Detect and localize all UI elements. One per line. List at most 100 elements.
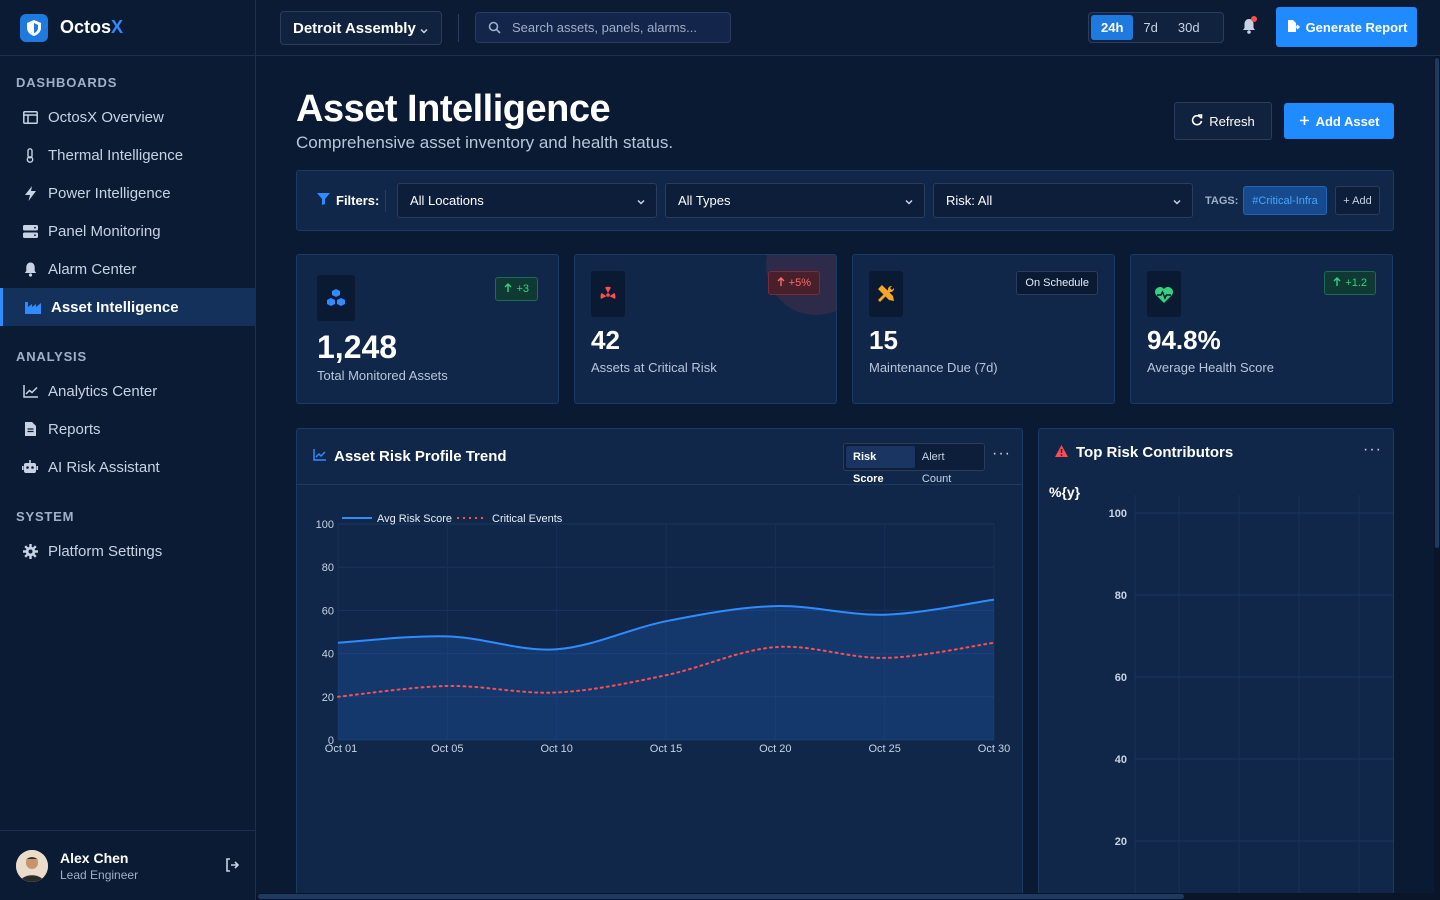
risk-filter-select[interactable]: Risk: All	[933, 183, 1193, 218]
tags-label: TAGS:	[1205, 195, 1239, 207]
y-tick-label: 40	[322, 649, 334, 661]
sidebar-item-power-intelligence[interactable]: Power Intelligence	[0, 174, 255, 212]
sidebar-item-label: Asset Intelligence	[51, 298, 179, 316]
legend-item: Avg Risk Score	[342, 513, 452, 525]
chevron-down-icon	[419, 23, 429, 40]
sidebar-item-platform-settings[interactable]: Platform Settings	[0, 532, 255, 570]
nav-heading: SYSTEM	[16, 509, 75, 524]
file-icon	[22, 421, 38, 437]
y-tick-label: 100	[316, 519, 334, 531]
series-area-avg-risk-score	[338, 599, 994, 740]
kpi-label: Total Monitored Assets	[317, 368, 448, 383]
avatar[interactable]	[16, 849, 48, 882]
industry-icon	[25, 299, 41, 315]
plus-icon	[1299, 114, 1310, 129]
cubes-icon	[317, 275, 355, 321]
radiation-icon	[591, 271, 625, 317]
risk-trend-chart: 0 20 40 60 80 100 Oct 01 Oct 05 Oct 10 Oct 15 Oct …	[316, 513, 1011, 755]
trend-badge: +3	[495, 277, 538, 301]
site-select[interactable]: Detroit Assembly	[280, 11, 442, 45]
kpi-value: 94.8%	[1147, 325, 1221, 355]
range-30d[interactable]: 30d	[1177, 20, 1200, 35]
y-tick-label: 0	[328, 735, 334, 747]
divider	[385, 190, 386, 212]
filters-bar: Filters: All Locations All Types Risk: A…	[296, 170, 1394, 231]
sidebar-item-alarm-center[interactable]: Alarm Center	[0, 250, 255, 288]
sidebar-item-label: Reports	[48, 420, 101, 438]
kpi-card-total-monitored-assets[interactable]: +3 1,248 Total Monitored Assets	[296, 254, 559, 404]
sidebar-item-octosx-overview[interactable]: OctosX Overview	[0, 98, 255, 136]
tab-risk-score[interactable]: Risk Score	[846, 446, 915, 485]
risk-contributors-chart: 20 40 60 80 100 %{y}	[1049, 484, 1393, 900]
refresh-button[interactable]: Refresh	[1174, 102, 1272, 140]
file-export-icon	[1286, 19, 1300, 36]
sidebar-item-ai-risk-assistant[interactable]: AI Risk Assistant	[0, 448, 255, 486]
warning-icon	[1055, 444, 1068, 461]
robot-icon	[22, 459, 38, 475]
refresh-label: Refresh	[1209, 113, 1255, 129]
add-asset-button[interactable]: Add Asset	[1284, 103, 1394, 139]
horizontal-scrollbar[interactable]	[256, 893, 1440, 900]
arrow-up-icon	[777, 277, 785, 289]
kpi-value: 42	[591, 325, 620, 355]
sidebar-item-label: Panel Monitoring	[48, 222, 161, 240]
kpi-card-average-health-score[interactable]: +1.2 94.8% Average Health Score	[1130, 254, 1393, 404]
range-24h[interactable]: 24h	[1091, 15, 1134, 40]
panel-title: Asset Risk Profile Trend	[313, 448, 507, 465]
nav-heading: DASHBOARDS	[16, 75, 118, 90]
line-chart-icon	[313, 448, 326, 465]
sidebar-item-label: Platform Settings	[48, 542, 163, 560]
brand[interactable]: OctosX	[0, 0, 255, 56]
site-select-value: Detroit Assembly	[293, 19, 416, 37]
add-tag-button[interactable]: + Add	[1335, 186, 1380, 215]
sidebar-item-label: Analytics Center	[48, 382, 158, 400]
x-tick-label: Oct 01	[325, 743, 357, 755]
vertical-scrollbar[interactable]	[1434, 56, 1440, 893]
x-tick-label: Oct 30	[978, 743, 1010, 755]
search-input[interactable]: Search assets, panels, alarms...	[475, 12, 731, 43]
sidebar-item-thermal-intelligence[interactable]: Thermal Intelligence	[0, 136, 255, 174]
filters-label: Filters:	[317, 193, 379, 208]
sidebar-item-panel-monitoring[interactable]: Panel Monitoring	[0, 212, 255, 250]
x-tick-label: Oct 10	[540, 743, 572, 755]
y-tick-label: 20	[1115, 836, 1127, 848]
y-tick-label: 80	[322, 562, 334, 574]
topbar: Detroit Assembly Search assets, panels, …	[256, 0, 1440, 56]
kpi-card-maintenance-due-7d[interactable]: On Schedule 15 Maintenance Due (7d)	[852, 254, 1115, 404]
sidebar: OctosX DASHBOARDS OctosX Overview Thermal …	[0, 0, 256, 900]
location-filter-select[interactable]: All Locations	[397, 183, 657, 218]
sidebar-item-analytics-center[interactable]: Analytics Center	[0, 372, 255, 410]
x-tick-label: Oct 05	[431, 743, 463, 755]
chevron-down-icon	[636, 195, 646, 210]
user-role: Lead Engineer	[60, 867, 139, 882]
logout-icon[interactable]	[225, 858, 240, 877]
kpi-label: Assets at Critical Risk	[591, 360, 717, 375]
sidebar-item-label: AI Risk Assistant	[48, 458, 160, 476]
generate-report-button[interactable]: Generate Report	[1276, 7, 1417, 47]
panel-title: Top Risk Contributors	[1055, 444, 1233, 461]
arrow-up-icon	[504, 283, 512, 295]
search-placeholder: Search assets, panels, alarms...	[512, 20, 697, 35]
tab-alert-count[interactable]: Alert Count	[921, 451, 952, 485]
x-tick-label: Oct 25	[868, 743, 900, 755]
top-risk-contributors-panel: Top Risk Contributors ··· 20 40 60 80 100 %{y…	[1038, 428, 1394, 900]
more-options-icon[interactable]: ···	[1363, 441, 1382, 458]
nav-heading: ANALYSIS	[16, 349, 87, 364]
tag-chip[interactable]: #Critical-Infra	[1243, 186, 1327, 215]
kpi-card-assets-at-critical-risk[interactable]: +5% 42 Assets at Critical Risk	[574, 254, 837, 404]
y-tick-label: 40	[1115, 754, 1127, 766]
sidebar-item-asset-intelligence[interactable]: Asset Intelligence	[0, 288, 255, 326]
shield-logo-icon	[20, 13, 48, 42]
range-7d[interactable]: 7d	[1143, 20, 1158, 35]
generate-report-label: Generate Report	[1305, 19, 1408, 35]
type-filter-select[interactable]: All Types	[665, 183, 925, 218]
tools-icon	[869, 271, 903, 317]
risk-trend-panel: Asset Risk Profile Trend Risk Score Aler…	[296, 428, 1023, 900]
sidebar-item-reports[interactable]: Reports	[0, 410, 255, 448]
more-options-icon[interactable]: ···	[992, 445, 1011, 462]
legend-label: Critical Events	[492, 513, 563, 525]
add-asset-label: Add Asset	[1315, 113, 1380, 129]
chart-placeholder-label: %{y}	[1049, 484, 1081, 500]
main-content: Asset Intelligence Comprehensive asset i…	[256, 56, 1440, 900]
chevron-down-icon	[904, 195, 914, 210]
